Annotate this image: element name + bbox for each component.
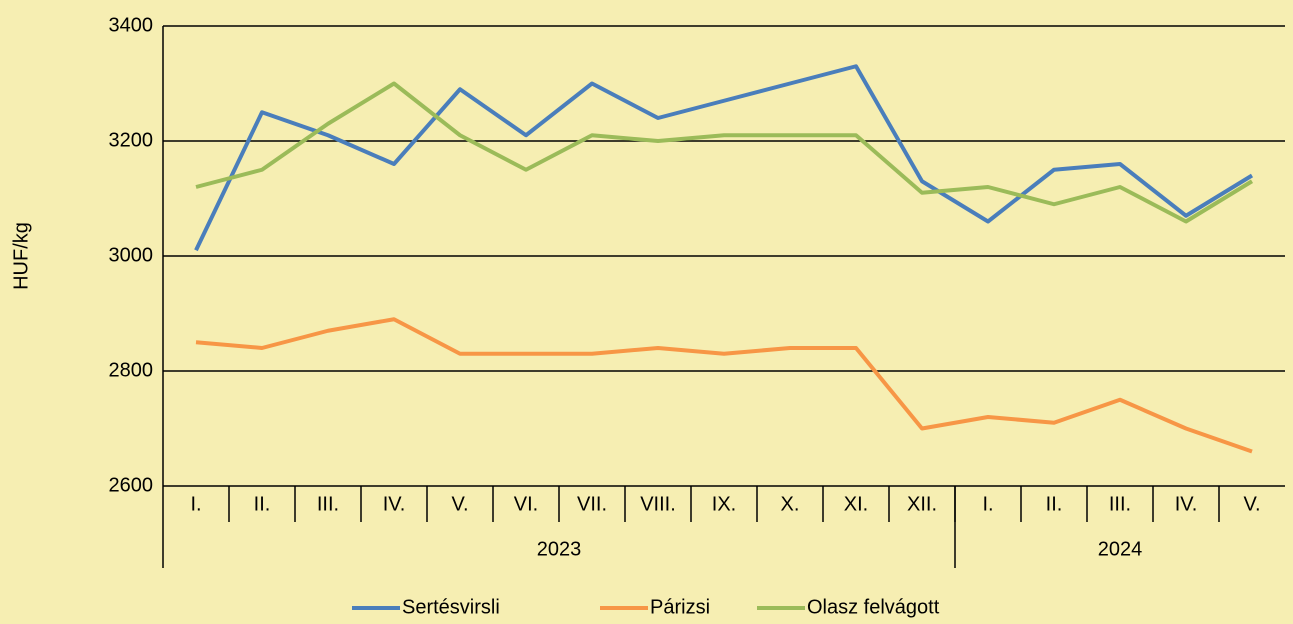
x-tick-label: IV. xyxy=(383,493,406,515)
x-tick-label: I. xyxy=(190,493,201,515)
x-tick-label: IX. xyxy=(712,493,736,515)
x-tick-label: X. xyxy=(781,493,800,515)
x-tick-label: III. xyxy=(1109,493,1131,515)
series-line xyxy=(195,81,1254,224)
x-tick-label: VI. xyxy=(514,493,538,515)
x-tick-label: VIII. xyxy=(640,493,676,515)
x-tick-label: XII. xyxy=(907,493,937,515)
x-tick-label: IV. xyxy=(1175,493,1198,515)
x-tick-label: XI. xyxy=(844,493,868,515)
x-tick-label: V. xyxy=(451,493,468,515)
x-tick-label: VII. xyxy=(577,493,607,515)
y-tick-label: 3200 xyxy=(109,129,154,151)
x-tick-label: III. xyxy=(317,493,339,515)
y-tick-label: 2800 xyxy=(109,359,154,381)
y-tick-label: 3400 xyxy=(109,14,154,36)
x-tick-label: II. xyxy=(1046,493,1063,515)
legend-label: Párizsi xyxy=(650,596,710,618)
y-tick-label: 3000 xyxy=(109,244,154,266)
x-tick-label: V. xyxy=(1243,493,1260,515)
legend-label: Sertésvirsli xyxy=(402,596,500,618)
y-axis-label: HUF/kg xyxy=(10,222,32,290)
x-tick-label: I. xyxy=(982,493,993,515)
series-line xyxy=(194,64,1254,252)
x-group-label: 2023 xyxy=(537,538,582,560)
x-tick-label: II. xyxy=(254,493,271,515)
legend-label: Olasz felvágott xyxy=(807,596,940,618)
y-tick-label: 2600 xyxy=(109,474,154,496)
series-line xyxy=(195,317,1253,454)
x-group-label: 2024 xyxy=(1098,538,1143,560)
